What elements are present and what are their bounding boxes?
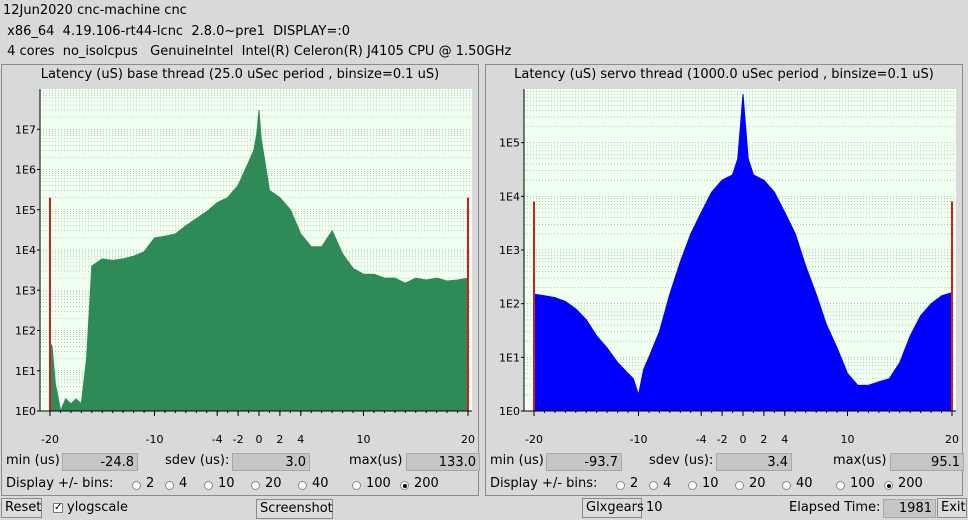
servo-min-value: -93.7 xyxy=(546,453,622,471)
x-tick-label: 20 xyxy=(945,433,959,446)
x-tick-label: -20 xyxy=(41,433,59,446)
bins-radio-2[interactable] xyxy=(132,481,141,490)
y-tick-label: 1E4 xyxy=(499,190,520,203)
bins-option-label: 200 xyxy=(414,476,439,491)
servo-max-value: 95.1 xyxy=(890,453,964,471)
x-tick-label: 4 xyxy=(297,433,304,446)
bins-option-label: 10 xyxy=(218,476,235,491)
servo-thread-panel: Latency (uS) servo thread (1000.0 uSec p… xyxy=(485,64,964,496)
bins-radio-4[interactable] xyxy=(649,481,658,490)
y-tick-label: 1E2 xyxy=(15,325,36,338)
ylogscale-label: ylogscale xyxy=(67,500,129,515)
bins-radio-20[interactable] xyxy=(735,481,744,490)
y-tick-label: 1E3 xyxy=(15,284,36,297)
screenshot-button[interactable]: Screenshot xyxy=(256,499,333,519)
servo-max-label: max(us) xyxy=(833,453,887,468)
exit-button[interactable]: Exit xyxy=(937,498,967,518)
x-tick-label: 10 xyxy=(357,433,371,446)
y-tick-label: 1E1 xyxy=(15,365,36,378)
header-system-info: x86_64 4.19.106-rt44-lcnc 2.8.0~pre1 DIS… xyxy=(3,24,351,39)
header-cpu-info: 4 cores no_isolcpus GenuineIntel Intel(R… xyxy=(3,44,512,59)
bins-option-label: 200 xyxy=(898,476,923,491)
servo-thread-title: Latency (uS) servo thread (1000.0 uSec p… xyxy=(514,67,934,82)
x-tick-label: 4 xyxy=(781,433,788,446)
x-tick-label: -4 xyxy=(212,433,223,446)
y-tick-label: 1E5 xyxy=(499,137,520,150)
bins-option-label: 40 xyxy=(312,476,329,491)
bins-radio-4[interactable] xyxy=(165,481,174,490)
bins-radio-20[interactable] xyxy=(251,481,260,490)
bins-option-label: 2 xyxy=(146,476,155,491)
bins-radio-10[interactable] xyxy=(204,481,213,490)
x-tick-label: 2 xyxy=(276,433,283,446)
bins-option-label: 4 xyxy=(663,476,672,491)
base-thread-title: Latency (uS) base thread (25.0 uSec peri… xyxy=(40,67,440,82)
base-thread-panel: Latency (uS) base thread (25.0 uSec peri… xyxy=(1,64,480,496)
glxgears-value: 10 xyxy=(646,500,663,515)
servo-bins-label: Display +/- bins: xyxy=(490,476,598,491)
servo-sdev-value: 3.4 xyxy=(716,453,792,471)
y-tick-label: 1E7 xyxy=(15,123,36,136)
x-tick-label: 2 xyxy=(760,433,767,446)
bins-radio-10[interactable] xyxy=(688,481,697,490)
servo-min-label: min (us) xyxy=(490,453,544,468)
bins-option-label: 10 xyxy=(702,476,719,491)
y-tick-label: 1E1 xyxy=(499,351,520,364)
x-tick-label: 10 xyxy=(841,433,855,446)
base-max-label: max(us) xyxy=(349,453,403,468)
y-tick-label: 1E0 xyxy=(15,405,36,418)
bins-option-label: 20 xyxy=(749,476,766,491)
x-tick-label: 0 xyxy=(740,433,747,446)
servo-sdev-label: sdev (us): xyxy=(649,453,714,468)
y-tick-label: 1E6 xyxy=(15,164,36,177)
bins-radio-40[interactable] xyxy=(782,481,791,490)
elapsed-time-value: 1981 xyxy=(883,499,936,518)
bins-option-label: 100 xyxy=(366,476,391,491)
y-tick-label: 1E3 xyxy=(499,244,520,257)
bins-option-label: 4 xyxy=(179,476,188,491)
base-max-value: 133.0 xyxy=(406,453,480,471)
bins-radio-40[interactable] xyxy=(298,481,307,490)
reset-button[interactable]: Reset xyxy=(1,498,42,518)
y-tick-label: 1E5 xyxy=(15,204,36,217)
elapsed-time-label: Elapsed Time: xyxy=(789,500,881,515)
bins-option-label: 2 xyxy=(630,476,639,491)
x-tick-label: -2 xyxy=(717,433,728,446)
histogram-area xyxy=(533,94,953,412)
bins-radio-100[interactable] xyxy=(352,481,361,490)
bins-option-label: 40 xyxy=(796,476,813,491)
x-tick-label: -10 xyxy=(146,433,164,446)
base-min-label: min (us) xyxy=(6,453,60,468)
glxgears-button[interactable]: Glxgears xyxy=(582,498,644,518)
base-bins-label: Display +/- bins: xyxy=(6,476,114,491)
x-tick-label: -2 xyxy=(233,433,244,446)
base-sdev-label: sdev (us): xyxy=(165,453,230,468)
x-tick-label: -4 xyxy=(696,433,707,446)
bins-radio-200[interactable] xyxy=(884,481,893,490)
x-tick-label: -10 xyxy=(630,433,648,446)
base-min-value: -24.8 xyxy=(62,453,138,471)
x-tick-label: 20 xyxy=(461,433,475,446)
bins-option-label: 100 xyxy=(850,476,875,491)
y-tick-label: 1E2 xyxy=(499,298,520,311)
histogram-area xyxy=(49,109,469,413)
y-tick-label: 1E4 xyxy=(15,244,36,257)
bins-radio-200[interactable] xyxy=(400,481,409,490)
bins-radio-2[interactable] xyxy=(616,481,625,490)
bins-radio-100[interactable] xyxy=(836,481,845,490)
header-date-host: 12Jun2020 cnc-machine cnc xyxy=(3,3,187,18)
ylogscale-checkbox[interactable]: ✓ xyxy=(53,502,63,513)
x-tick-label: -20 xyxy=(525,433,543,446)
bins-option-label: 20 xyxy=(265,476,282,491)
y-tick-label: 1E0 xyxy=(499,405,520,418)
base-sdev-value: 3.0 xyxy=(232,453,310,471)
x-tick-label: 0 xyxy=(256,433,263,446)
